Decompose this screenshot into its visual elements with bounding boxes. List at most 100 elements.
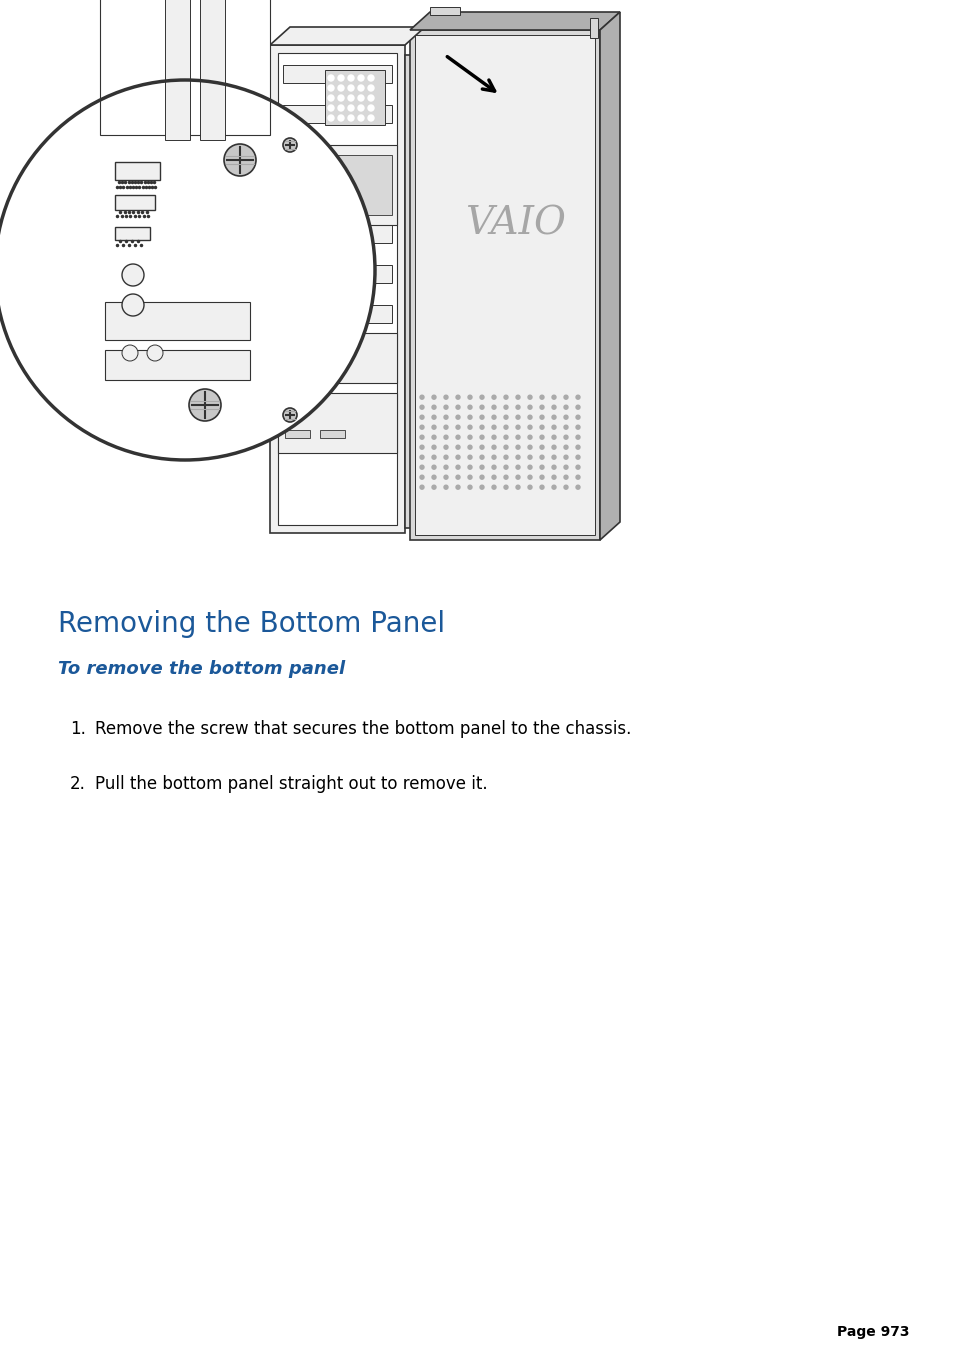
Circle shape (468, 435, 472, 439)
Circle shape (432, 426, 436, 430)
Bar (115, 227, 150, 240)
Bar (415, 35, 595, 535)
Polygon shape (410, 30, 599, 540)
Circle shape (328, 95, 334, 101)
Circle shape (527, 485, 532, 489)
Circle shape (527, 405, 532, 409)
Circle shape (443, 446, 448, 449)
Bar (285, 430, 310, 438)
Circle shape (479, 476, 483, 480)
Bar (200, 0, 225, 141)
Circle shape (357, 105, 364, 111)
Circle shape (432, 455, 436, 459)
Text: Page 973: Page 973 (837, 1325, 909, 1339)
Circle shape (539, 485, 543, 489)
Circle shape (527, 426, 532, 430)
Circle shape (552, 485, 556, 489)
Bar (283, 105, 392, 123)
Circle shape (432, 465, 436, 469)
Circle shape (563, 415, 567, 419)
Circle shape (527, 455, 532, 459)
Circle shape (503, 485, 507, 489)
Circle shape (516, 476, 519, 480)
Circle shape (503, 455, 507, 459)
Circle shape (516, 446, 519, 449)
Circle shape (419, 426, 423, 430)
Circle shape (443, 465, 448, 469)
Circle shape (328, 76, 334, 81)
Circle shape (419, 485, 423, 489)
Circle shape (468, 405, 472, 409)
Circle shape (419, 396, 423, 399)
Circle shape (479, 426, 483, 430)
Text: Remove the screw that secures the bottom panel to the chassis.: Remove the screw that secures the bottom… (95, 720, 631, 738)
Circle shape (539, 465, 543, 469)
Circle shape (492, 415, 496, 419)
Circle shape (576, 426, 579, 430)
Circle shape (456, 426, 459, 430)
Bar (277, 393, 396, 453)
Circle shape (432, 446, 436, 449)
Circle shape (552, 415, 556, 419)
Circle shape (432, 476, 436, 480)
Bar (283, 265, 392, 282)
Circle shape (539, 435, 543, 439)
Text: VAIO: VAIO (464, 205, 565, 242)
Circle shape (503, 426, 507, 430)
Circle shape (503, 396, 507, 399)
Circle shape (122, 263, 144, 286)
Circle shape (492, 455, 496, 459)
Circle shape (419, 446, 423, 449)
Circle shape (432, 415, 436, 419)
Circle shape (492, 446, 496, 449)
Circle shape (576, 455, 579, 459)
Circle shape (503, 405, 507, 409)
Circle shape (563, 405, 567, 409)
Circle shape (552, 476, 556, 480)
Bar (277, 145, 396, 226)
Polygon shape (405, 55, 416, 528)
Circle shape (368, 76, 374, 81)
Circle shape (563, 426, 567, 430)
Circle shape (516, 455, 519, 459)
Circle shape (432, 485, 436, 489)
Circle shape (516, 465, 519, 469)
Circle shape (516, 396, 519, 399)
Circle shape (552, 396, 556, 399)
Circle shape (563, 396, 567, 399)
Circle shape (539, 405, 543, 409)
Circle shape (456, 465, 459, 469)
Bar (589, 18, 598, 38)
Circle shape (576, 476, 579, 480)
Circle shape (443, 396, 448, 399)
Text: 1.: 1. (70, 720, 86, 738)
Circle shape (443, 485, 448, 489)
Circle shape (479, 465, 483, 469)
Circle shape (492, 405, 496, 409)
Circle shape (492, 426, 496, 430)
Circle shape (539, 396, 543, 399)
Bar (283, 145, 392, 163)
Circle shape (552, 465, 556, 469)
Circle shape (456, 396, 459, 399)
Circle shape (539, 415, 543, 419)
Circle shape (456, 446, 459, 449)
Circle shape (527, 396, 532, 399)
Circle shape (456, 455, 459, 459)
Circle shape (419, 415, 423, 419)
Circle shape (503, 446, 507, 449)
Circle shape (348, 105, 354, 111)
Circle shape (456, 435, 459, 439)
Bar (283, 185, 392, 203)
Circle shape (468, 446, 472, 449)
Bar (115, 162, 160, 180)
Circle shape (516, 405, 519, 409)
Circle shape (563, 465, 567, 469)
Circle shape (368, 115, 374, 122)
Circle shape (357, 115, 364, 122)
Circle shape (503, 465, 507, 469)
Circle shape (348, 95, 354, 101)
Circle shape (576, 415, 579, 419)
Circle shape (527, 415, 532, 419)
Circle shape (122, 295, 144, 316)
